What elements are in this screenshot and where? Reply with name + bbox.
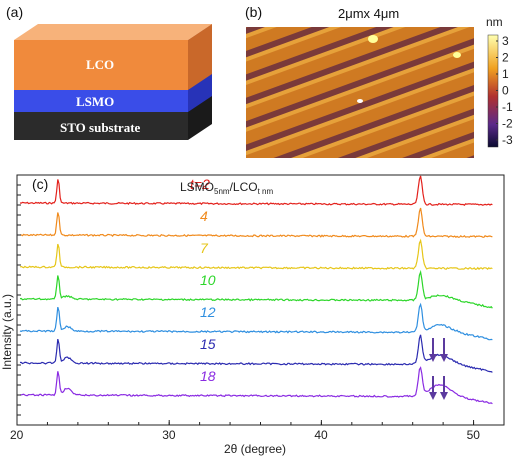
lsmo-label: LSMO (76, 94, 114, 109)
panel-c-label: (c) (32, 176, 49, 192)
afm-scan (246, 27, 474, 158)
x-axis-label: 2θ (degree) (224, 442, 286, 456)
curve-label: 4 (200, 208, 208, 224)
colorbar-tick-label: 1 (502, 67, 509, 81)
xrd-curve (19, 175, 493, 206)
afm-particle (453, 52, 461, 58)
curve-label: 12 (200, 304, 216, 320)
sto-layer-front (14, 110, 188, 140)
lco-layer-top (14, 24, 212, 40)
colorbar-tick-label: -2 (502, 117, 513, 131)
lco-layer-front (14, 40, 188, 90)
sto-label: STO substrate (60, 120, 141, 135)
xrd-curve (19, 366, 493, 405)
xrd-curve (19, 207, 493, 238)
x-tick-label: 50 (467, 428, 481, 442)
afm-scan-size: 2μmx 4μm (338, 6, 400, 21)
lco-label: LCO (86, 57, 114, 72)
panel-a-label: (a) (6, 4, 24, 20)
y-axis-label: Intensity (a.u.) (0, 294, 14, 370)
colorbar-tick-label: 3 (502, 34, 509, 48)
x-tick-label: 20 (10, 428, 24, 442)
colorbar-tick-label: 2 (502, 51, 509, 65)
sto-layer-side (188, 94, 212, 140)
afm-particle (357, 99, 363, 103)
lsmo-layer-front (14, 88, 188, 112)
arrow-head (429, 392, 437, 400)
curve-label: 15 (200, 336, 216, 352)
sample-annotation: LSMO5nm/LCOt nm (180, 180, 273, 196)
lco-layer-side (188, 24, 212, 90)
colorbar-unit: nm (486, 15, 503, 29)
arrow-head (440, 354, 448, 362)
colorbar-tick-label: 0 (502, 84, 509, 98)
xrd-curve (19, 334, 493, 373)
curve-label: 7 (200, 240, 209, 256)
xrd-curve (19, 269, 493, 309)
panel-b-label: (b) (245, 4, 263, 20)
x-tick-label: 30 (162, 428, 176, 442)
arrow-head (429, 354, 437, 362)
afm-particle (368, 35, 378, 43)
lsmo-layer-side (188, 72, 212, 112)
curve-label: 18 (200, 368, 216, 384)
colorbar-tick-label: -1 (502, 100, 513, 114)
x-tick-label: 40 (314, 428, 328, 442)
curve-label: t=2 (190, 176, 210, 192)
xrd-curve (19, 238, 493, 271)
colorbar-tick-label: -3 (502, 133, 513, 147)
arrow-head (440, 392, 448, 400)
xrd-curve (19, 302, 493, 341)
curve-label: 10 (200, 272, 216, 288)
